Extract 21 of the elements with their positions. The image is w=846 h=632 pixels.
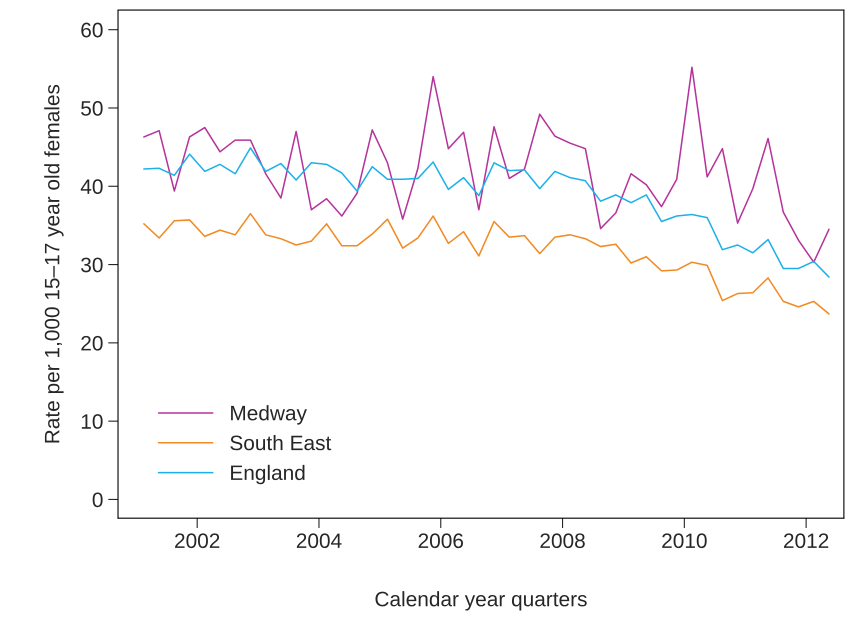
y-tick-label: 20 [81,336,103,351]
x-tick-label: 2010 [662,533,707,548]
legend-label: England [231,464,304,484]
x-axis-title: Calendar year quarters [375,591,587,611]
y-tick-label: 30 [81,258,103,272]
line-series [143,66,830,263]
line-series [143,147,830,278]
y-tick-label: 10 [82,414,103,429]
x-tick-label: 2006 [418,533,464,548]
y-tick-label: 0 [92,492,103,508]
y-axis-title: Rate per 1,000 15–17 year old females [44,84,64,443]
y-tick-label: 50 [81,100,103,116]
legend-label: Medway [231,405,307,425]
x-tick-label: 2008 [540,533,585,548]
line-series [143,212,830,315]
x-tick-label: 2004 [296,533,342,548]
x-tick-label: 2002 [175,533,220,548]
y-tick-label: 40 [80,179,103,194]
legend-label: South East [230,434,332,450]
x-tick-label: 2012 [784,533,828,548]
y-tick-label: 60 [81,22,103,38]
